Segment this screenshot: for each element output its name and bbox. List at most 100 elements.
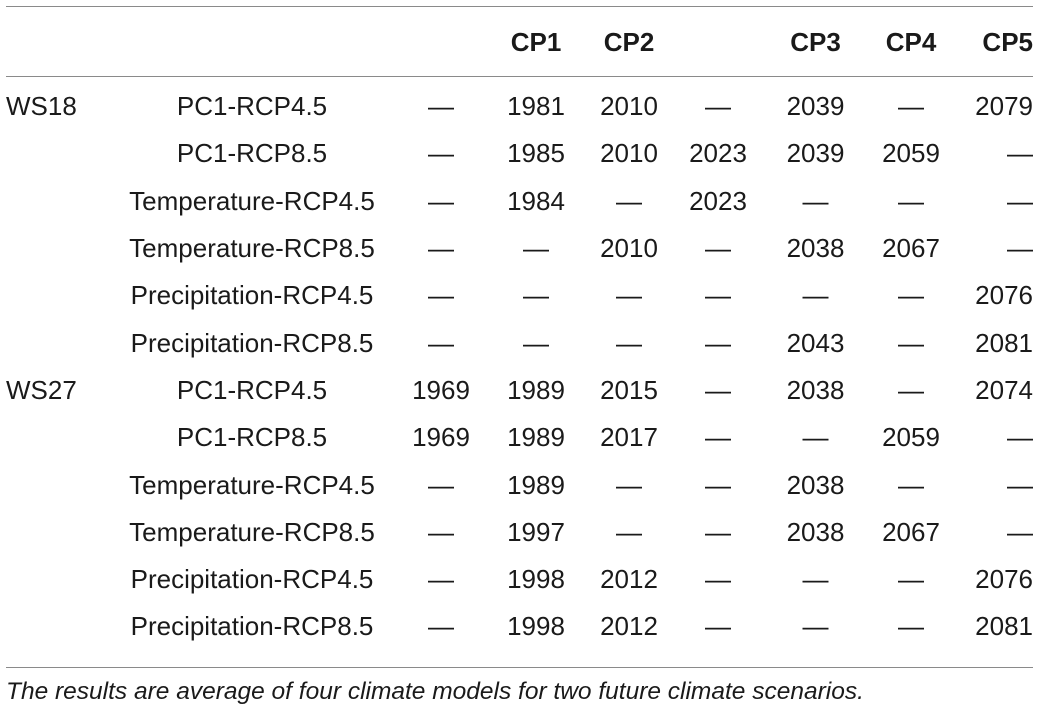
cell-value: — <box>523 280 549 311</box>
table-row: Temperature-RCP8.5 — 1997 — — 2038 2067 … <box>0 509 1039 556</box>
cell-value: 2038 <box>786 469 845 500</box>
cell-value: — <box>1007 185 1033 216</box>
cell-ws <box>0 509 108 556</box>
cell-value: — <box>802 422 829 453</box>
cell-value: 2038 <box>786 374 845 405</box>
table-row: Temperature-RCP4.5 — 1989 — — 2038 — — <box>0 461 1039 508</box>
cell-variable: PC1-RCP8.5 <box>176 138 328 169</box>
cell-value: 2023 <box>689 185 747 216</box>
cell-value: — <box>428 469 454 500</box>
cell-value: — <box>705 564 731 595</box>
cell-value: 1984 <box>507 185 565 216</box>
cell-value: — <box>428 611 454 642</box>
cell-value: — <box>428 185 454 216</box>
table-row: Precipitation-RCP8.5 — 1998 2012 — — — 2… <box>0 603 1039 650</box>
cell-variable: Precipitation-RCP4.5 <box>130 280 374 311</box>
cell-value: 2081 <box>975 611 1033 642</box>
table-row: Temperature-RCP4.5 — 1984 — 2023 — — — <box>0 178 1039 225</box>
cell-variable: Precipitation-RCP4.5 <box>130 564 374 595</box>
cell-value: — <box>705 469 731 500</box>
cell-value: — <box>705 91 731 122</box>
cell-ws <box>0 178 108 225</box>
cell-value: — <box>898 327 924 358</box>
cell-variable: Temperature-RCP8.5 <box>129 516 375 547</box>
cell-ws <box>0 130 108 177</box>
cell-value: 2076 <box>975 280 1033 311</box>
cell-value: — <box>898 185 924 216</box>
cell-value: — <box>616 516 642 547</box>
cell-value: 2010 <box>600 233 658 264</box>
cell-value: 2015 <box>600 374 658 405</box>
cell-value: — <box>428 327 454 358</box>
cell-value: — <box>616 280 642 311</box>
cell-variable: PC1-RCP8.5 <box>176 422 328 453</box>
cell-value: — <box>428 91 454 122</box>
cell-value: — <box>616 327 642 358</box>
cell-value: 1969 <box>412 422 470 453</box>
cell-value: — <box>1007 138 1033 169</box>
cell-value: 1989 <box>507 469 565 500</box>
cell-ws <box>0 319 108 366</box>
cell-value: — <box>898 564 924 595</box>
cell-value: 1981 <box>507 91 565 122</box>
header-col-b <box>672 17 764 67</box>
cell-value: 2081 <box>975 327 1033 358</box>
cell-value: 2067 <box>882 516 940 547</box>
cell-value: — <box>428 138 454 169</box>
cell-ws: WS27 <box>6 374 77 405</box>
cell-value: — <box>705 327 731 358</box>
cell-value: 2038 <box>786 516 845 547</box>
header-rule <box>6 76 1033 77</box>
cell-variable: Precipitation-RCP8.5 <box>130 327 374 358</box>
cell-value: — <box>428 516 454 547</box>
cell-value: 1985 <box>507 138 565 169</box>
cell-value: — <box>705 374 731 405</box>
cell-value: 2023 <box>689 138 747 169</box>
cell-variable: Temperature-RCP4.5 <box>129 469 375 500</box>
cell-value: — <box>802 611 829 642</box>
cell-value: 2038 <box>786 233 845 264</box>
cell-ws <box>0 272 108 319</box>
cell-value: 2010 <box>600 138 658 169</box>
cell-variable: PC1-RCP4.5 <box>176 91 328 122</box>
cell-value: 2012 <box>600 564 658 595</box>
cell-value: 2059 <box>882 422 940 453</box>
table-row: Temperature-RCP8.5 — — 2010 — 2038 2067 … <box>0 225 1039 272</box>
cell-value: — <box>705 280 731 311</box>
cell-variable: PC1-RCP4.5 <box>176 374 328 405</box>
cell-value: — <box>802 280 829 311</box>
cell-value: — <box>428 233 454 264</box>
table-row: PC1-RCP8.5 1969 1989 2017 — — 2059 — <box>0 414 1039 461</box>
table-footnote: The results are average of four climate … <box>6 678 864 705</box>
cell-variable: Temperature-RCP4.5 <box>129 185 375 216</box>
results-table: CP1 CP2 CP3 CP4 CP5 WS18 PC1-RCP4.5 — 19… <box>0 17 1039 651</box>
cell-value: — <box>428 564 454 595</box>
cell-value: — <box>1007 233 1033 264</box>
cell-value: — <box>705 233 731 264</box>
cell-variable: Temperature-RCP8.5 <box>129 233 375 264</box>
header-variable <box>108 17 396 67</box>
header-cp5: CP5 <box>982 26 1033 57</box>
cell-value: — <box>898 469 924 500</box>
top-rule <box>6 6 1033 7</box>
cell-variable: Precipitation-RCP8.5 <box>130 611 374 642</box>
header-row: CP1 CP2 CP3 CP4 CP5 <box>0 17 1039 67</box>
table-row: Precipitation-RCP4.5 — — — — — — 2076 <box>0 272 1039 319</box>
header-cp1: CP1 <box>510 26 562 57</box>
header-cp3: CP3 <box>790 26 841 57</box>
cell-value: — <box>616 469 642 500</box>
header-cp4: CP4 <box>885 26 937 57</box>
cell-value: 2079 <box>975 91 1033 122</box>
cell-value: 2067 <box>882 233 940 264</box>
table-row: WS18 PC1-RCP4.5 — 1981 2010 — 2039 — 207… <box>0 83 1039 130</box>
cell-value: — <box>616 185 642 216</box>
cell-value: — <box>428 280 454 311</box>
cell-value: — <box>802 564 829 595</box>
cell-value: — <box>705 516 731 547</box>
cell-ws <box>0 461 108 508</box>
cell-value: 2059 <box>882 138 940 169</box>
cell-value: — <box>523 327 549 358</box>
cell-value: — <box>705 422 731 453</box>
cell-value: 2010 <box>600 91 658 122</box>
